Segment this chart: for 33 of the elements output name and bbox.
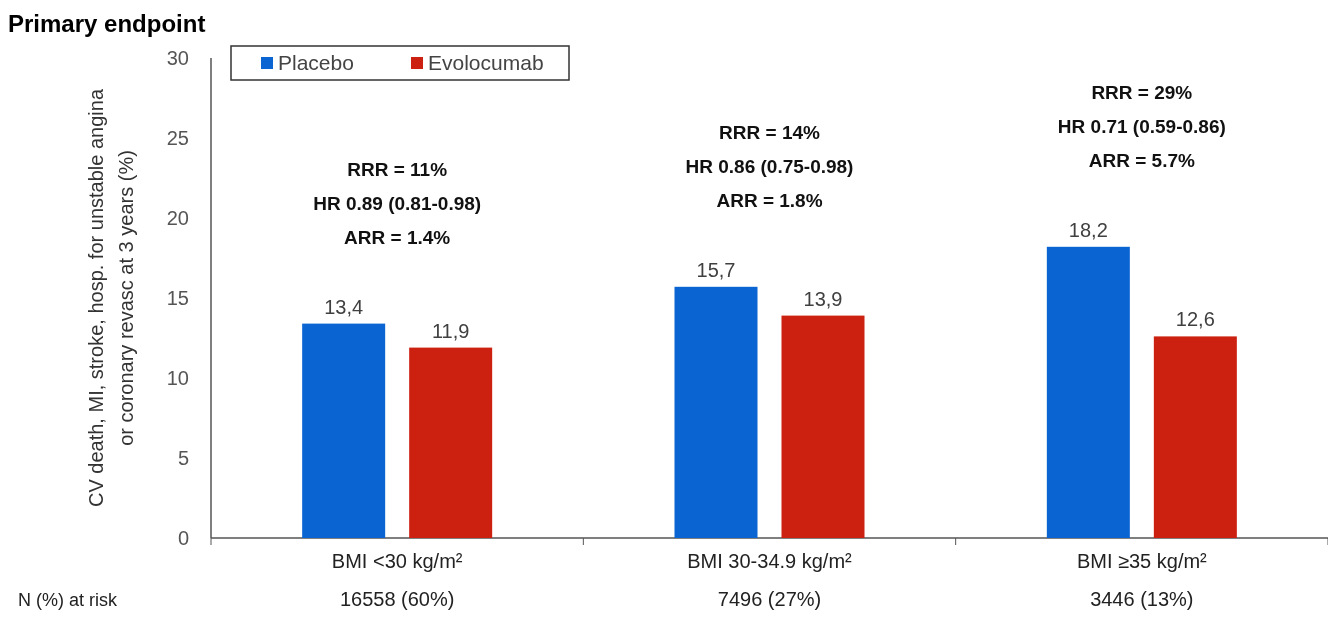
data-label: 13,4 — [324, 295, 364, 318]
annotation: RRR = 14% HR 0.86 (0.75-0.98) ARR = 1.8% — [685, 121, 854, 211]
y-tick-label: 5 — [177, 447, 189, 469]
x-tick-label: BMI 30-34.9 kg/m² — [687, 550, 853, 572]
bar — [674, 286, 758, 538]
bar — [302, 323, 386, 538]
bar — [781, 315, 865, 538]
annotation: RRR = 11% HR 0.89 (0.81-0.98) ARR = 1.4% — [313, 158, 482, 248]
y-tick-label: 10 — [166, 367, 189, 389]
legend-label: Evolocumab — [428, 51, 544, 75]
data-label: 11,9 — [431, 319, 470, 342]
bar — [1046, 246, 1130, 538]
bar — [409, 347, 493, 538]
y-tick-label: 15 — [166, 287, 189, 309]
x-tick-label: BMI ≥35 kg/m² — [1076, 550, 1208, 572]
bar — [1153, 336, 1237, 538]
y-tick-label: 20 — [166, 207, 189, 229]
y-axis-title: CV death, MI, stroke, hosp. for unstable angina or coronary revasc at 3 years (%) — [85, 88, 137, 508]
chart-title: Primary endpoint — [8, 10, 206, 37]
y-tick-label: 30 — [166, 47, 189, 69]
data-label: 12,6 — [1175, 308, 1215, 331]
text: 7496 (27%) — [717, 588, 822, 610]
legend-label: Placebo — [278, 51, 354, 75]
annotation: RRR = 29% HR 0.71 (0.59-0.86) ARR = 5.7% — [1057, 81, 1226, 171]
text: 3446 (13%) — [1090, 588, 1194, 610]
y-tick-label: 0 — [177, 527, 189, 549]
data-label: 15,7 — [696, 258, 736, 281]
y-tick-label: 25 — [166, 127, 189, 149]
x-tick-label: BMI <30 kg/m² — [331, 550, 463, 572]
data-label: 18,2 — [1068, 218, 1108, 241]
text: 16558 (60%) — [339, 588, 455, 610]
text: N (%) at risk — [18, 590, 118, 610]
data-label: 13,9 — [803, 287, 843, 310]
